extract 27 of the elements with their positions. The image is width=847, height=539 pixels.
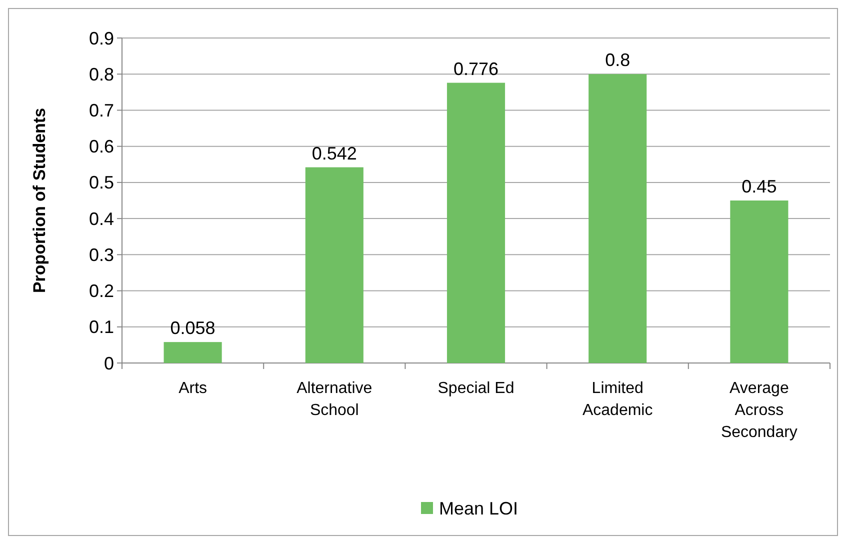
x-tick-label: Arts (178, 380, 208, 397)
x-tick-label: Alternative School (296, 380, 372, 419)
y-tick-label: 0.1 (88, 317, 114, 338)
y-axis-title: Proportion of Students (30, 108, 49, 294)
y-tick-label: 0.3 (88, 244, 114, 265)
legend-label: Mean LOI (439, 498, 518, 518)
y-tick-label: 0.4 (88, 208, 114, 229)
data-label: 0.45 (742, 176, 777, 196)
y-tick-label: 0.6 (88, 136, 114, 157)
bar (446, 82, 506, 363)
y-tick-label: 0.5 (88, 172, 114, 193)
data-label: 0.8 (605, 50, 630, 70)
x-tick-label: Limited Academic (582, 380, 653, 419)
x-tick-label: Special Ed (438, 380, 514, 397)
y-tick-label: 0.2 (88, 281, 114, 302)
data-label: 0.542 (312, 143, 357, 164)
y-tick-label: 0 (104, 353, 114, 374)
y-tick-label: 0.9 (88, 28, 114, 48)
y-tick-label: 0.8 (88, 64, 114, 84)
bar (305, 167, 364, 363)
x-tick-label: Average Across Secondary (720, 380, 798, 441)
bar (730, 200, 788, 363)
data-label: 0.776 (453, 58, 499, 79)
y-tick-label: 0.7 (88, 100, 114, 121)
bar (164, 342, 222, 363)
bar (588, 74, 647, 363)
data-label: 0.058 (170, 318, 216, 338)
